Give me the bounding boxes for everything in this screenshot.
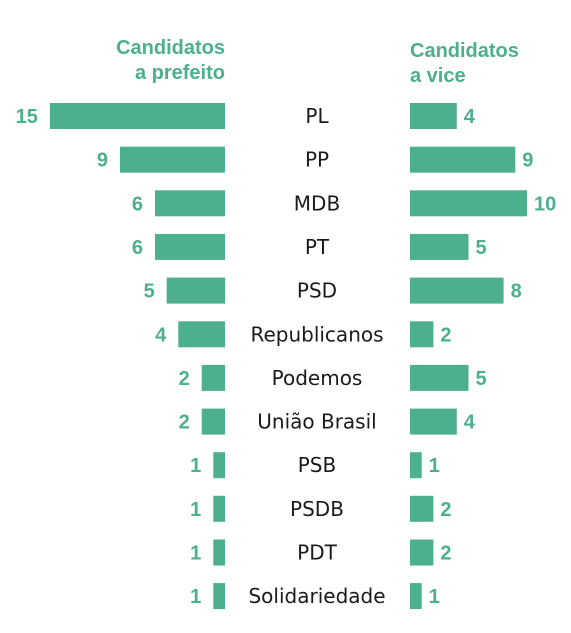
right-value-label: 1 [429, 586, 440, 608]
right-bar [410, 233, 469, 260]
chart-row: 6 PT 5 [132, 233, 487, 260]
left-bar [178, 321, 225, 348]
left-header-line-1: Candidatos [116, 37, 225, 59]
right-value-label: 2 [440, 324, 451, 346]
left-value-label: 1 [190, 499, 201, 521]
right-bar [410, 190, 527, 217]
party-label: PT [305, 235, 330, 259]
left-bar [166, 277, 226, 304]
right-value-label: 2 [440, 499, 451, 521]
right-bar [410, 452, 422, 479]
chart-row: 1 Solidariedade 1 [190, 583, 440, 610]
left-bar [155, 233, 225, 260]
right-bar [410, 364, 469, 391]
right-value-label: 4 [464, 412, 476, 434]
right-bar [410, 321, 434, 348]
left-value-label: 1 [190, 455, 201, 477]
left-header: Candidatos a prefeito [116, 37, 225, 84]
left-bar [213, 539, 225, 566]
party-label: PSDB [290, 497, 344, 521]
left-bar [201, 364, 225, 391]
left-value-label: 9 [97, 150, 108, 172]
right-value-label: 8 [511, 281, 522, 303]
chart-row: 1 PSB 1 [190, 452, 440, 479]
left-value-label: 2 [179, 368, 190, 390]
left-bar [201, 408, 225, 435]
right-value-label: 10 [534, 193, 556, 215]
right-bar [410, 408, 457, 435]
chart-row: 2 União Brasil 4 [179, 408, 476, 435]
party-label: Republicanos [250, 322, 383, 346]
party-label: PSD [297, 279, 337, 303]
right-bar [410, 583, 422, 610]
party-label: Solidariedade [248, 584, 385, 608]
chart-row: 6 MDB 10 [132, 190, 556, 217]
chart-row: 2 Podemos 5 [179, 364, 487, 391]
left-value-label: 4 [155, 324, 167, 346]
right-value-label: 5 [476, 237, 487, 259]
right-bar [410, 146, 516, 173]
chart-row: 1 PDT 2 [190, 539, 452, 566]
right-header-line-1: Candidatos [410, 40, 519, 62]
left-bar [49, 103, 226, 129]
chart-rows: 15 PL 49 PP 96 MDB 106 PT 55 PSD 84 Republicanos 22 P… [16, 103, 556, 610]
left-bar [213, 583, 225, 610]
left-value-label: 1 [190, 586, 201, 608]
party-label: PSB [298, 453, 336, 477]
right-value-label: 2 [440, 543, 451, 565]
right-bar [410, 539, 434, 566]
party-label: PDT [297, 541, 337, 565]
right-value-label: 1 [429, 455, 440, 477]
chart-row: 4 Republicanos 2 [155, 321, 452, 348]
right-value-label: 5 [476, 368, 487, 390]
chart-row: 5 PSD 8 [144, 277, 522, 304]
chart-row: 9 PP 9 [97, 146, 533, 173]
left-value-label: 6 [132, 193, 143, 215]
right-bar [410, 495, 434, 522]
left-bar [155, 190, 225, 217]
party-label: PP [305, 148, 329, 172]
chart-row: 1 PSDB 2 [190, 495, 452, 522]
left-value-label: 5 [144, 281, 155, 303]
party-label: PL [305, 104, 329, 128]
left-header-line-2: a prefeito [135, 62, 225, 84]
left-bar [213, 495, 225, 522]
left-bar [213, 452, 225, 479]
left-value-label: 2 [179, 412, 190, 434]
right-header: Candidatos a vice [410, 40, 519, 87]
left-value-label: 6 [132, 237, 143, 259]
party-label: União Brasil [257, 410, 376, 434]
right-header-line-2: a vice [410, 65, 466, 87]
party-label: MDB [294, 191, 340, 215]
party-label: Podemos [272, 366, 363, 390]
right-value-label: 4 [464, 106, 476, 128]
chart-row: 15 PL 4 [16, 103, 476, 129]
right-bar [410, 103, 457, 129]
right-bar [410, 277, 504, 304]
left-value-label: 1 [190, 543, 201, 565]
right-value-label: 9 [522, 150, 533, 172]
left-bar [120, 146, 225, 173]
left-value-label: 15 [16, 106, 38, 128]
